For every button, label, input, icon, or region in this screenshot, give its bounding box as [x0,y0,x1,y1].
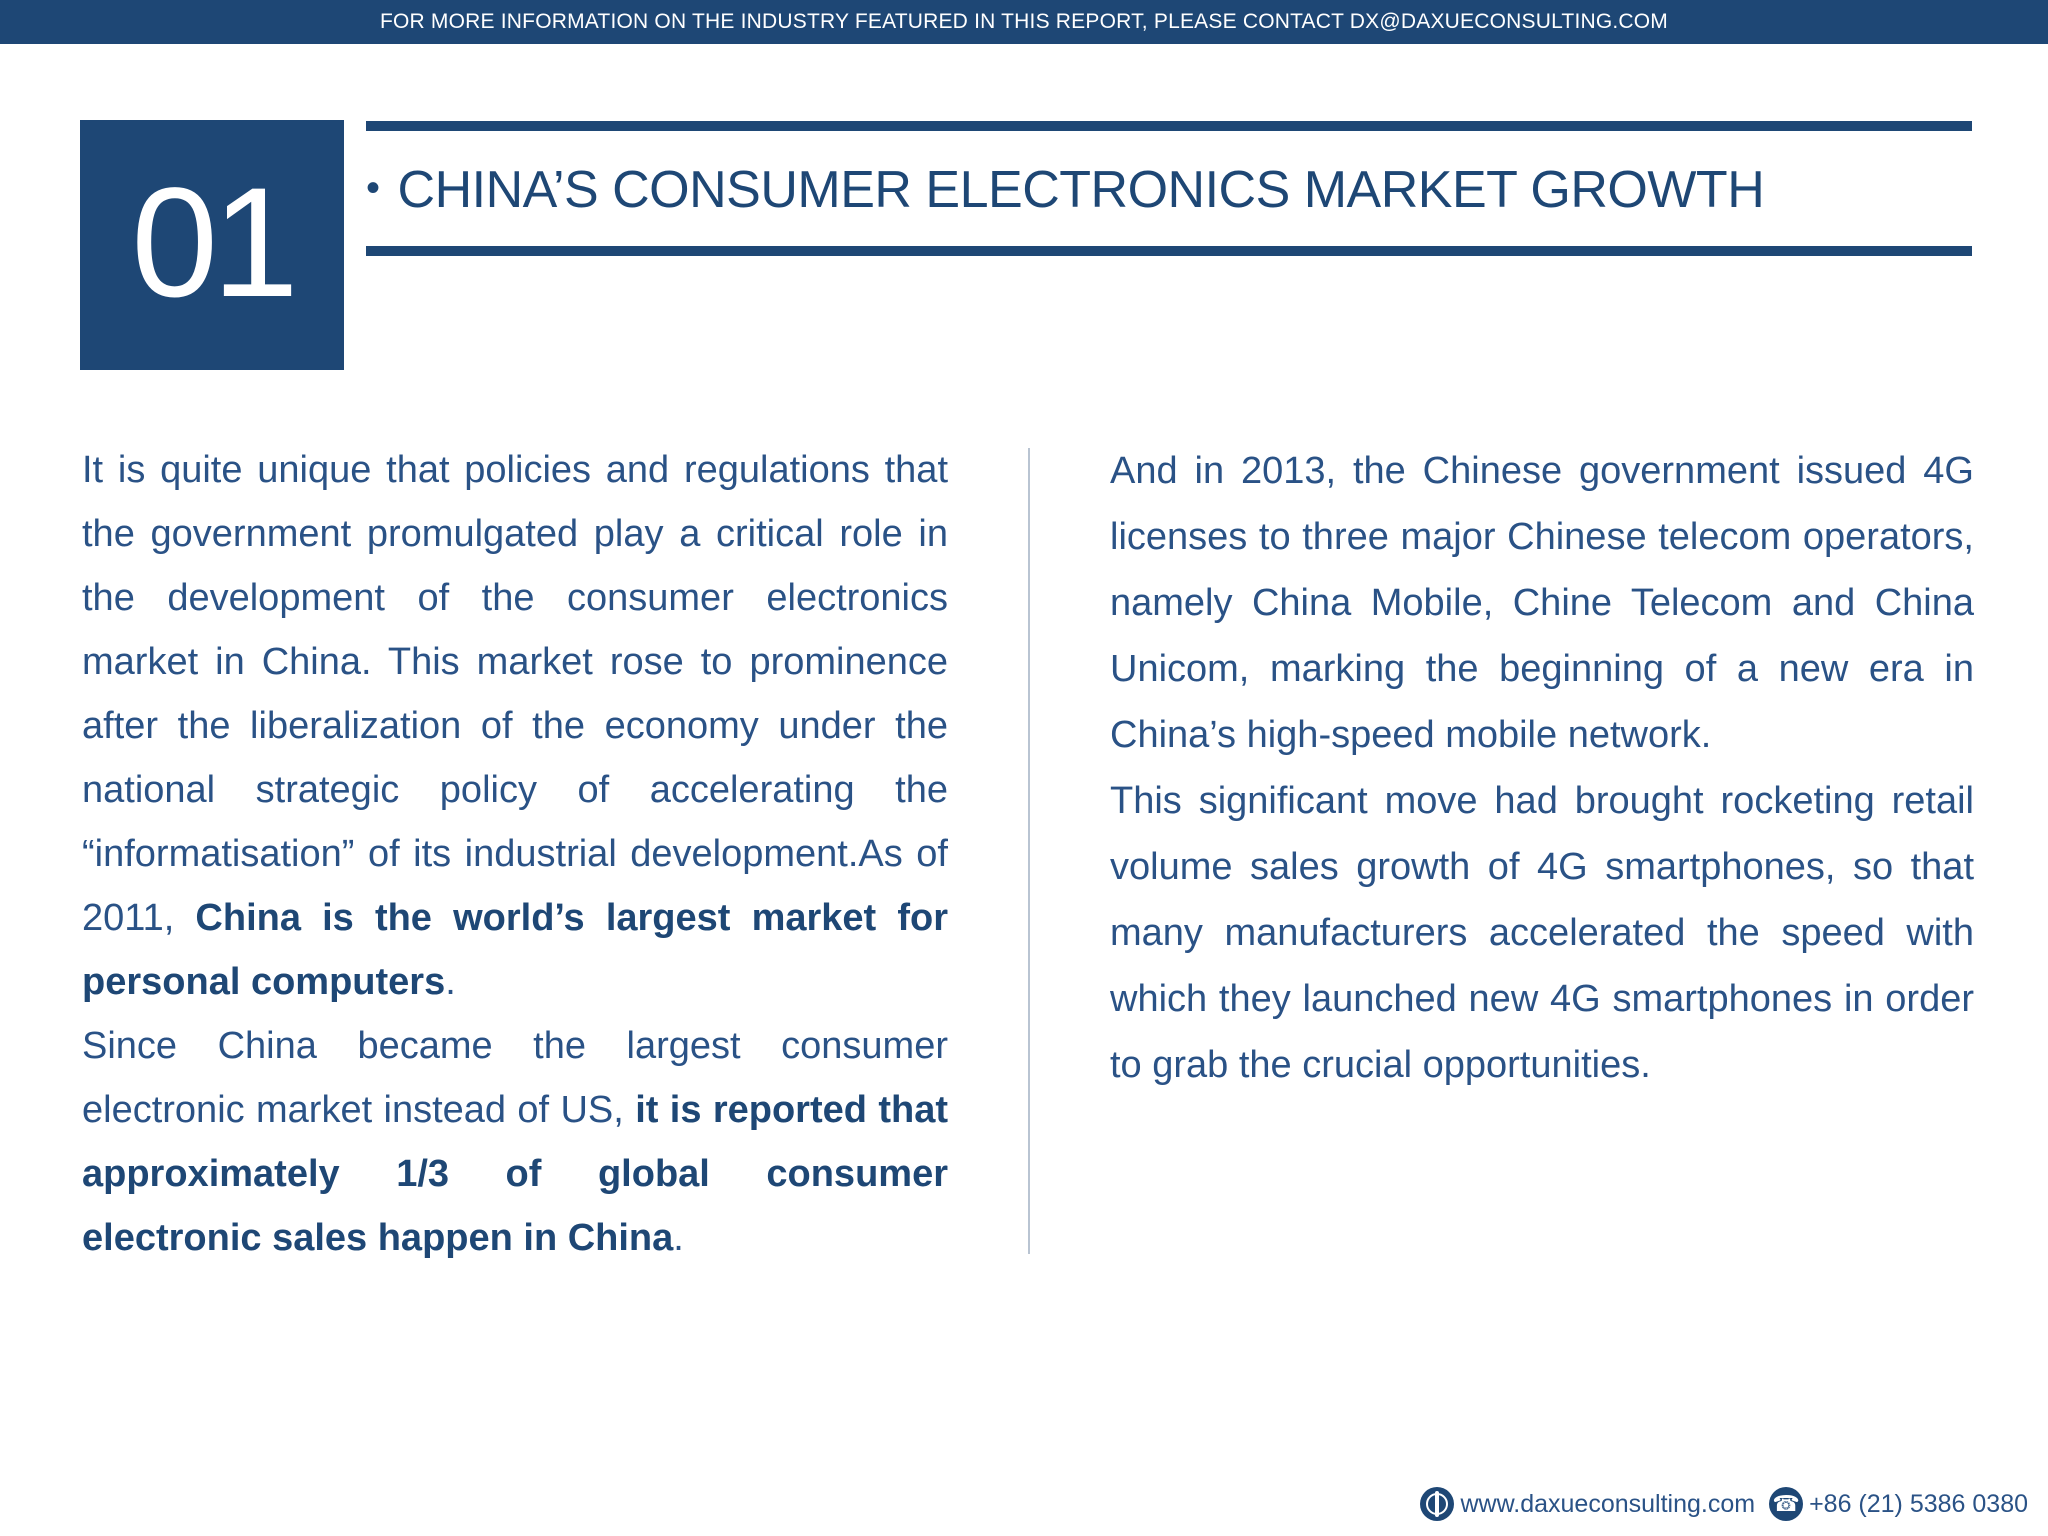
left-p1-bold: China is the world’s largest market for … [82,897,948,1003]
title-bullet: • [366,166,380,210]
footer-website[interactable]: www.daxueconsulting.com [1460,1489,1756,1518]
footer-contact: www.daxueconsulting.com +86 (21) 5386 03… [1420,1482,2028,1526]
left-p2-bold: it is reported that approximately 1/3 of… [82,1089,948,1259]
column-divider [1028,448,1030,1254]
globe-icon [1420,1487,1455,1521]
left-column: It is quite unique that policies and reg… [82,438,948,1270]
left-p2-text: Since China became the largest consumer … [82,1025,948,1131]
section-title-text: CHINA’S CONSUMER ELECTRONICS MARKET GROW… [397,161,1765,219]
section-title: • CHINA’S CONSUMER ELECTRONICS MARKET GRO… [366,160,1972,220]
right-paragraph-1: And in 2013, the Chinese government issu… [1110,450,1974,756]
right-column: And in 2013, the Chinese government issu… [1110,438,1974,1098]
right-paragraph-2: This significant move had brought rocket… [1110,780,1974,1086]
section-number-box: 01 [80,120,344,370]
left-p1-end: . [445,961,456,1003]
phone-icon [1769,1487,1804,1521]
left-paragraph-2: Since China became the largest consumer … [82,1014,948,1270]
top-banner: FOR MORE INFORMATION ON THE INDUSTRY FEA… [0,0,2048,44]
title-rule-bottom [366,246,1972,256]
banner-text: FOR MORE INFORMATION ON THE INDUSTRY FEA… [379,10,1669,33]
title-rule-top [366,121,1972,131]
left-paragraph-1: It is quite unique that policies and reg… [82,438,948,1014]
left-p2-end: . [673,1217,684,1259]
footer-phone[interactable]: +86 (21) 5386 0380 [1809,1489,2028,1518]
section-number: 01 [131,155,299,330]
left-p1-text: It is quite unique that policies and reg… [82,449,948,939]
